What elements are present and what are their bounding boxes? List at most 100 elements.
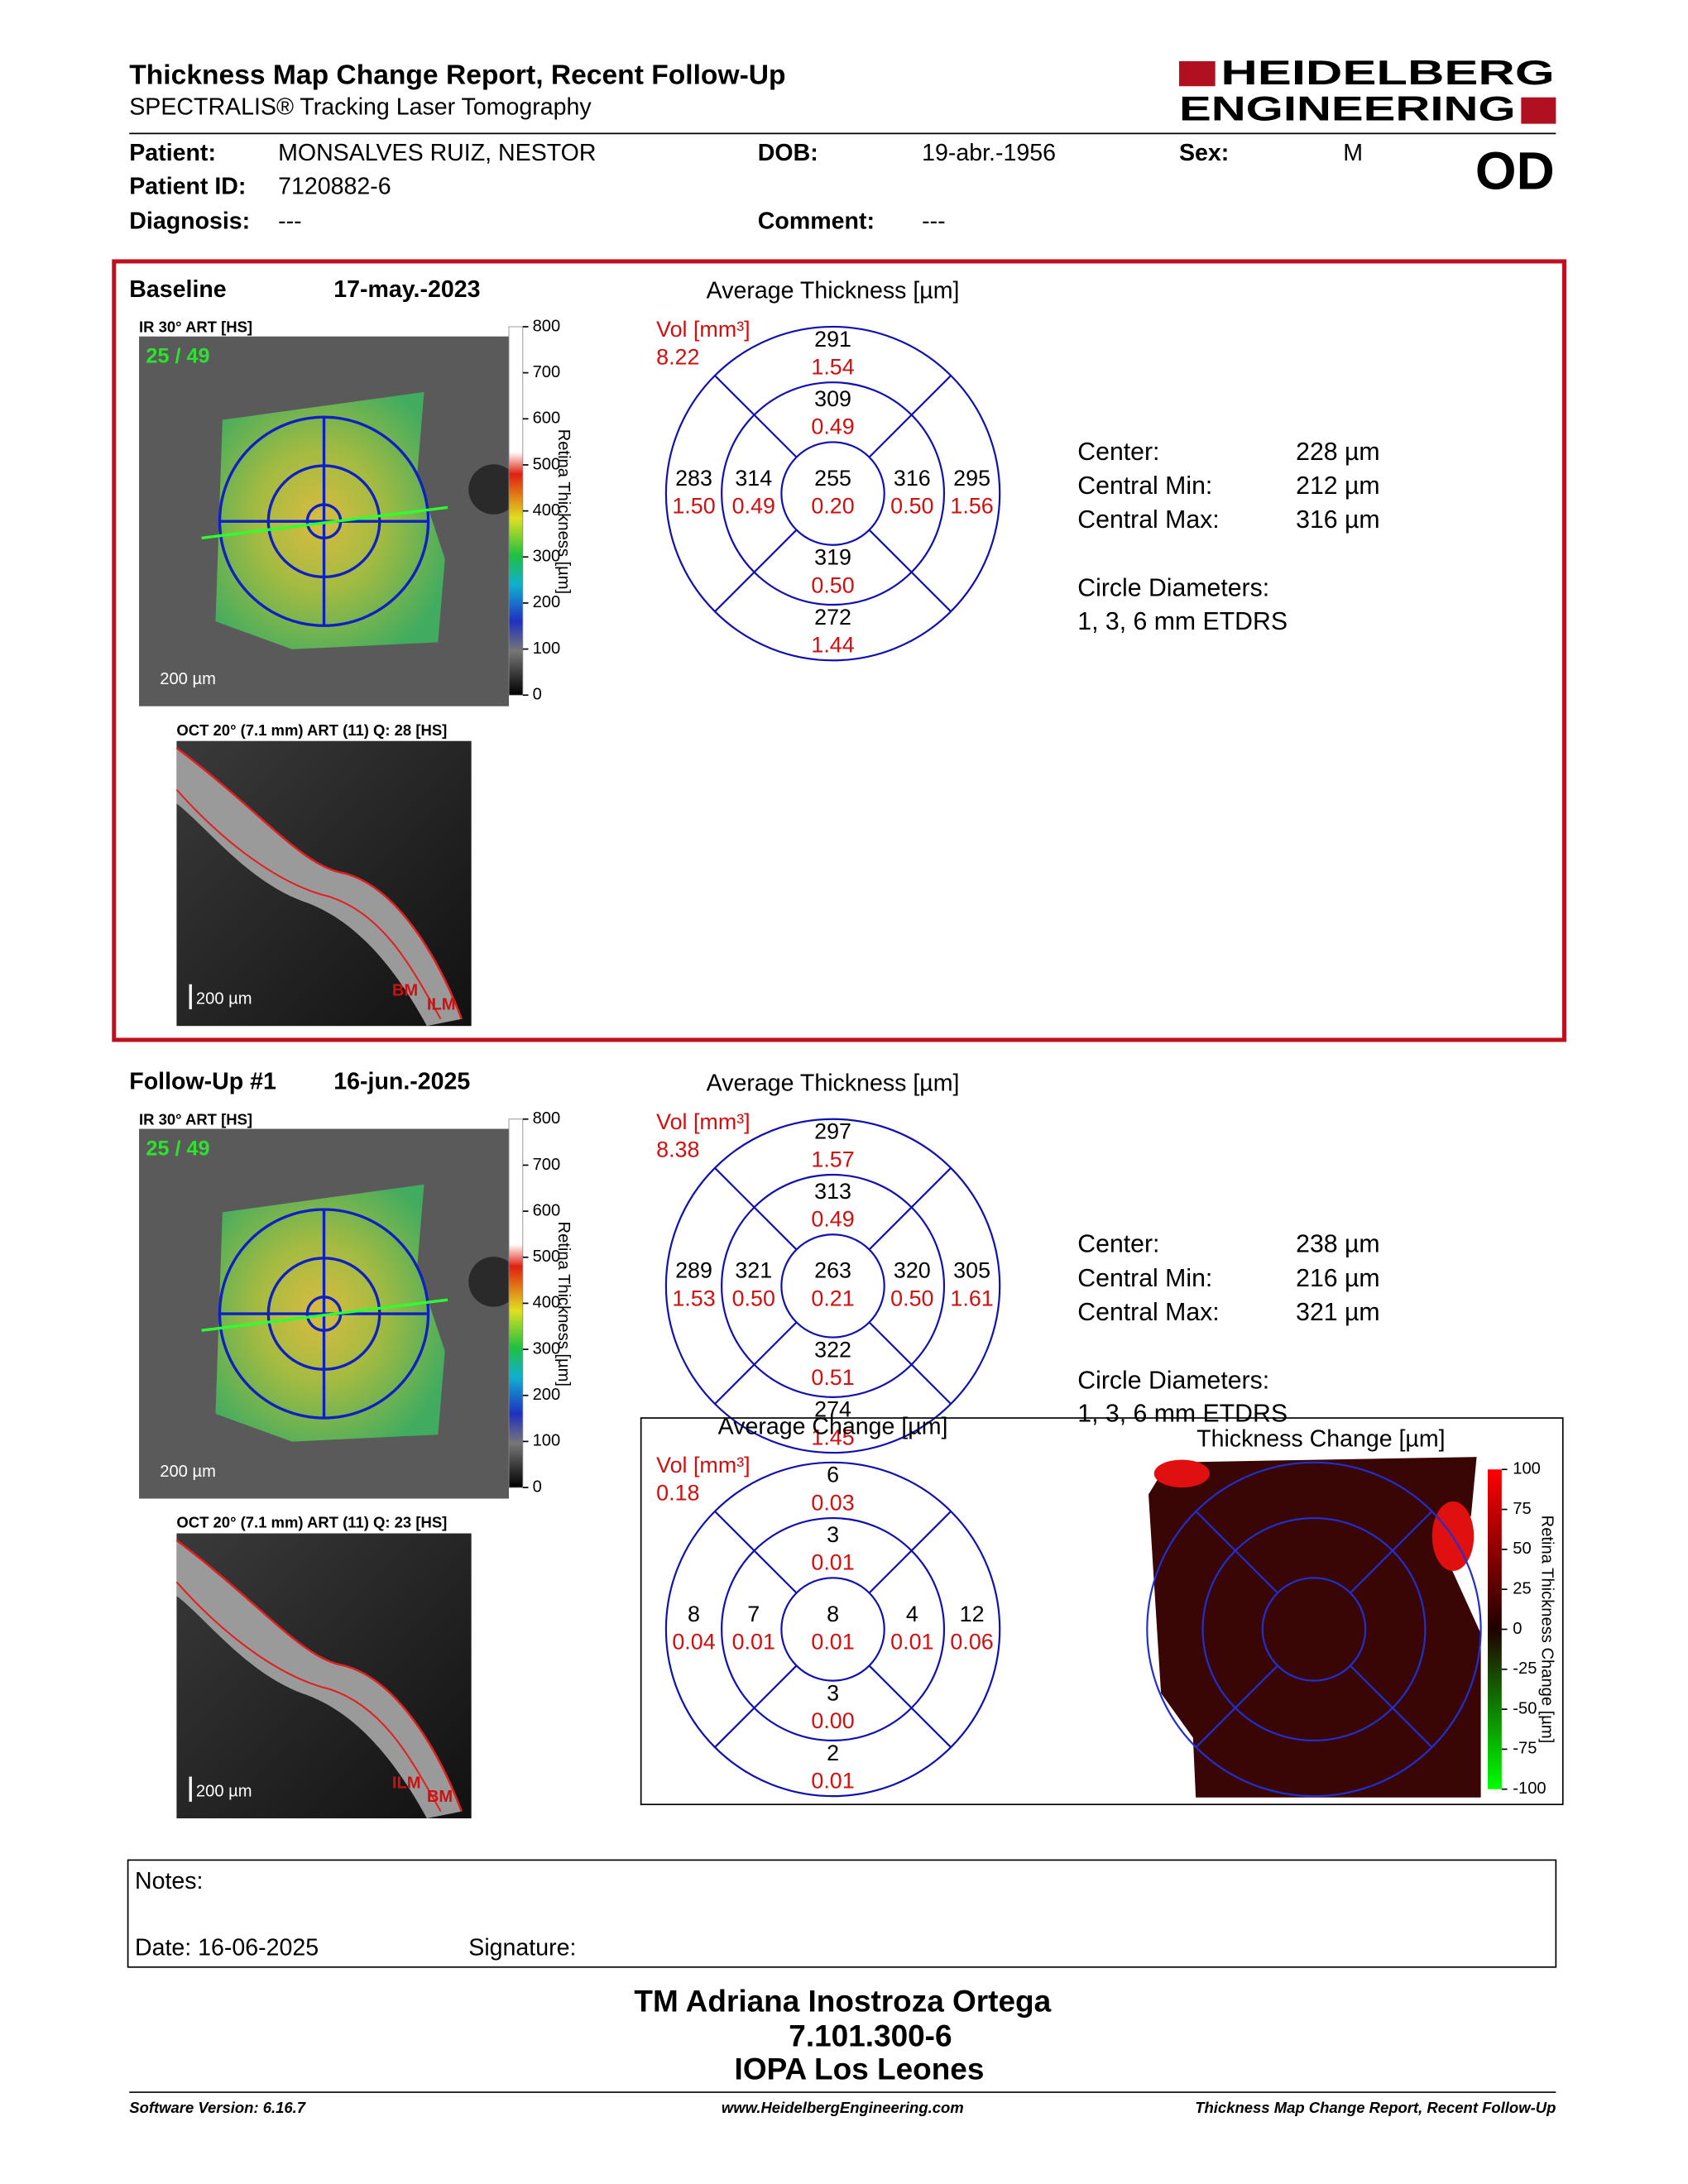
map-etdrs — [1261, 1577, 1367, 1682]
stat-value: 238 µm — [1296, 1231, 1379, 1258]
sector-volume: 1.57 — [811, 1147, 854, 1171]
scale-label: 200 µm — [160, 1463, 216, 1481]
colorbar-label: -50 — [1513, 1699, 1537, 1717]
scan-line — [201, 505, 448, 540]
etdrs-circle — [721, 381, 946, 606]
grid-title: Average Thickness [µm] — [707, 277, 960, 304]
sector-volume: 0.01 — [811, 1768, 854, 1793]
field-value: MONSALVES RUIZ, NESTOR — [278, 140, 596, 166]
optic-disc — [468, 464, 519, 515]
colorbar-label: 75 — [1513, 1500, 1531, 1518]
field-value: M — [1343, 140, 1363, 166]
etdrs-divider — [868, 375, 952, 458]
field-label: Patient: — [129, 140, 216, 166]
sector-thickness: 7 — [747, 1602, 760, 1626]
layer-marker: ILM — [427, 995, 456, 1013]
sector-volume: 0.21 — [811, 1286, 854, 1310]
etdrs-divider — [714, 529, 798, 612]
sector-volume: 0.03 — [811, 1490, 854, 1515]
sector-volume: 0.50 — [732, 1286, 775, 1310]
logo-text: HEIDELBERG — [1220, 53, 1554, 92]
etdrs-circle — [721, 1516, 946, 1741]
colorbar-label: 500 — [533, 455, 561, 473]
colorbar — [508, 326, 524, 696]
stat-label: Central Min: — [1077, 1265, 1212, 1292]
sector-volume: 1.53 — [672, 1286, 715, 1310]
footer-text: Software Version: 6.16.7 — [129, 2099, 306, 2116]
colorbar-label: 800 — [533, 317, 561, 335]
grid-title: Average Change [µm] — [718, 1413, 948, 1439]
stat-value: 1, 3, 6 mm ETDRS — [1077, 608, 1288, 635]
vol-label: Vol [mm³] — [656, 1453, 750, 1478]
field-label: Diagnosis: — [129, 208, 250, 234]
stat-label: Central Max: — [1077, 1299, 1219, 1326]
ilm-line — [175, 747, 463, 1020]
sector-thickness: 8 — [688, 1602, 700, 1626]
sector-thickness: 319 — [814, 545, 851, 570]
sector-thickness: 255 — [814, 466, 851, 491]
ilm-line — [175, 1539, 463, 1813]
sector-volume: 0.01 — [890, 1629, 933, 1654]
signer-place: IOPA Los Leones — [735, 2052, 985, 2086]
eye-label: OD — [1475, 141, 1555, 201]
etdrs-divider — [714, 1664, 798, 1748]
scale-label: 200 µm — [196, 990, 252, 1008]
vol-total: 0.18 — [656, 1481, 699, 1506]
layer-marker: BM — [392, 981, 418, 999]
stat-label: Center: — [1077, 438, 1159, 466]
colorbar-label: 300 — [533, 1339, 561, 1358]
colorbar-label: 800 — [533, 1109, 561, 1128]
etdrs-divider — [714, 375, 798, 458]
notes-label: Notes: — [135, 1868, 204, 1894]
sector-thickness: 272 — [814, 605, 851, 630]
notes-box — [127, 1859, 1557, 1968]
sector-volume: 0.50 — [890, 493, 933, 518]
stat-label: Circle Diameters: — [1077, 1367, 1269, 1394]
scale-label: 200 µm — [160, 670, 216, 688]
etdrs-circle — [721, 1173, 946, 1398]
sector-volume: 0.50 — [890, 1286, 933, 1310]
bm-line — [175, 788, 442, 1020]
sector-volume: 0.00 — [811, 1708, 854, 1733]
map-etdrs — [1201, 1516, 1427, 1741]
etdrs-circle — [664, 1461, 1001, 1798]
sector-volume: 0.51 — [811, 1365, 854, 1390]
sector-thickness: 6 — [827, 1463, 839, 1487]
etdrs-divider — [714, 1511, 798, 1594]
map-etdrs — [1195, 1511, 1278, 1594]
sector-volume: 0.01 — [811, 1629, 854, 1654]
colorbar-label: 25 — [1513, 1579, 1531, 1597]
signer-name: TM Adriana Inostroza Ortega — [634, 1984, 1051, 2018]
sector-volume: 1.50 — [672, 493, 715, 518]
map-title: Thickness Change [µm] — [1196, 1425, 1445, 1452]
scan-line — [201, 1298, 448, 1332]
etdrs-divider — [868, 529, 952, 612]
logo-block — [1521, 97, 1556, 124]
sector-volume: 0.49 — [811, 414, 854, 439]
sector-volume: 0.49 — [811, 1207, 854, 1232]
sector-thickness: 320 — [894, 1258, 931, 1283]
field-label: Sex: — [1179, 140, 1229, 166]
vol-total: 8.38 — [656, 1138, 699, 1162]
image-label: OCT 20° (7.1 mm) ART (11) Q: 28 [HS] — [176, 721, 447, 739]
section-date: 17-may.-2023 — [333, 276, 480, 303]
frame-label: 25 / 49 — [146, 1137, 209, 1160]
colorbar-label: 100 — [1513, 1460, 1541, 1478]
sector-thickness: 314 — [735, 466, 772, 491]
change-frame — [640, 1417, 1564, 1806]
image-label: IR 30° ART [HS] — [139, 1110, 252, 1128]
vol-total: 8.22 — [656, 345, 699, 370]
etdrs-divider — [868, 1167, 952, 1251]
field-label: Patient ID: — [129, 173, 246, 199]
field-label: Comment: — [758, 208, 875, 234]
field-value: 19-abr.-1956 — [922, 140, 1056, 166]
sector-thickness: 8 — [827, 1602, 839, 1626]
layer-marker: ILM — [392, 1774, 421, 1792]
map-etdrs — [1195, 1664, 1278, 1748]
colorbar-title: Retina Thickness Change [µm] — [1537, 1516, 1556, 1744]
stat-value: 1, 3, 6 mm ETDRS — [1077, 1401, 1288, 1428]
vol-label: Vol [mm³] — [656, 317, 750, 342]
image-label: OCT 20° (7.1 mm) ART (11) Q: 23 [HS] — [176, 1514, 447, 1531]
